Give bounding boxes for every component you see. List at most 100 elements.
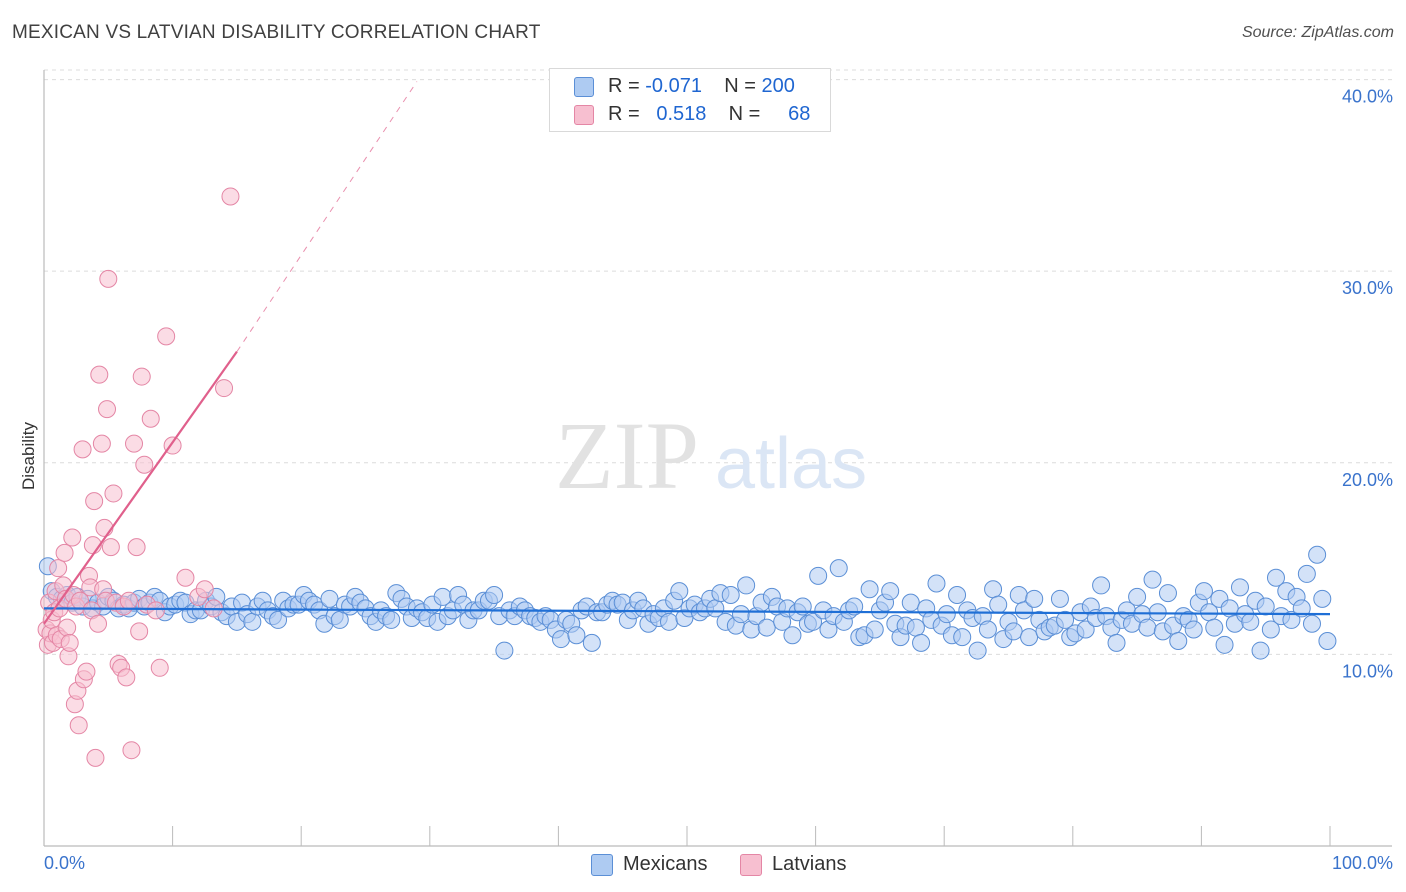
mexicans-point (1128, 587, 1147, 606)
latvians-point (73, 440, 92, 459)
latvians-point (119, 591, 138, 610)
latvians-trend-extension (236, 81, 418, 352)
mexicans-point (1205, 618, 1224, 637)
mexicans-trend-line (43, 607, 1331, 616)
mexicans-point (906, 618, 925, 637)
latvians-point (130, 622, 149, 641)
legend-r-label: R = (608, 103, 640, 125)
mexicans-point (485, 585, 504, 604)
latvians-point (135, 455, 154, 474)
mexicans-point (1313, 589, 1332, 608)
mexicans-point (1138, 618, 1157, 637)
latvians-point (98, 400, 117, 419)
mexicans-point (1143, 570, 1162, 589)
y-tick-label: 40.0% (1342, 87, 1393, 107)
latvians-point (60, 633, 79, 652)
latvians-point (58, 618, 77, 637)
mexicans-point (757, 618, 776, 637)
latvians-point (195, 580, 214, 599)
mexicans-point (948, 585, 967, 604)
latvians-point (55, 543, 74, 562)
mexicans-point (1292, 599, 1311, 618)
chart-title: MEXICAN VS LATVIAN DISABILITY CORRELATIO… (12, 22, 541, 43)
mexicans-point (243, 612, 262, 631)
mexicans-point (495, 641, 514, 660)
mexicans-point (721, 585, 740, 604)
mexicans-point (783, 626, 802, 645)
latvians-point (63, 528, 82, 547)
mexicans-point (1308, 545, 1327, 564)
latvians-trend-line (43, 351, 238, 625)
mexicans-point (1256, 597, 1275, 616)
mexicans-point (927, 574, 946, 593)
latvians-point (92, 434, 111, 453)
mexicans-point (829, 559, 848, 578)
mexicans-point (582, 633, 601, 652)
mexicans-point (382, 610, 401, 629)
latvians-point (86, 748, 105, 767)
latvians-point (101, 538, 120, 557)
grid-layer (44, 69, 1392, 655)
mexicans-point (1194, 582, 1213, 601)
y-tick-label: 10.0% (1342, 661, 1393, 681)
mexicans-point (1092, 576, 1111, 595)
mexicans-point (804, 612, 823, 631)
mexicans-point (1261, 620, 1280, 639)
latvians-point (69, 716, 88, 735)
mexicans-point (1184, 620, 1203, 639)
mexicans-point (809, 566, 828, 585)
latvians-point (99, 269, 118, 288)
legend-n-label: N = (724, 75, 756, 97)
mexicans-point (737, 576, 756, 595)
mexicans-point (1241, 612, 1260, 631)
mexicans-point (989, 595, 1008, 614)
y-tick-label: 20.0% (1342, 470, 1393, 490)
legend-swatch-mexicans (574, 77, 594, 97)
legend-n-value: 68 (788, 103, 811, 125)
legend-box: R = -0.071 N = 200 R = 0.518 N = 68 (549, 68, 831, 132)
mexicans-point (978, 620, 997, 639)
latvians-point (117, 668, 136, 687)
watermark-zip: ZIP (555, 402, 699, 509)
mexicans-point (1004, 622, 1023, 641)
mexicans-point (912, 633, 931, 652)
mexicans-point (269, 610, 288, 629)
mexicans-point (670, 582, 689, 601)
mexicans-point (1266, 568, 1285, 587)
mexicans-point (1020, 628, 1039, 647)
latvians-point (176, 568, 195, 587)
mexicans-point (1215, 635, 1234, 654)
mexicans-points (38, 545, 1337, 660)
trend-layer (43, 81, 1331, 625)
source-label: Source: ZipAtlas.com (1241, 24, 1394, 41)
mexicans-point (320, 589, 339, 608)
latvians-points (37, 187, 240, 767)
mexicans-point (567, 626, 586, 645)
bottom-legend-label-latvians: Latvians (772, 853, 847, 875)
mexicans-point (1318, 631, 1337, 650)
mexicans-point (845, 597, 864, 616)
latvians-point (125, 434, 144, 453)
latvians-point (95, 518, 114, 537)
watermark-atlas: atlas (715, 424, 867, 504)
latvians-point (150, 658, 169, 677)
mexicans-point (1251, 641, 1270, 660)
x-tick-label: 0.0% (44, 853, 85, 873)
mexicans-point (968, 641, 987, 660)
mexicans-point (1050, 589, 1069, 608)
mexicans-point (1148, 603, 1167, 622)
bottom-legend-label-mexicans: Mexicans (623, 853, 708, 875)
mexicans-point (1297, 564, 1316, 583)
latvians-point (89, 614, 108, 633)
latvians-point (104, 484, 123, 503)
mexicans-point (984, 580, 1003, 599)
y-tick-label: 30.0% (1342, 278, 1393, 298)
latvians-point (122, 741, 141, 760)
mexicans-point (901, 593, 920, 612)
mexicans-point (1169, 631, 1188, 650)
mexicans-point (732, 605, 751, 624)
mexicans-point (1009, 585, 1028, 604)
mexicans-point (1056, 610, 1075, 629)
latvians-point (221, 187, 240, 206)
mexicans-point (1076, 620, 1095, 639)
